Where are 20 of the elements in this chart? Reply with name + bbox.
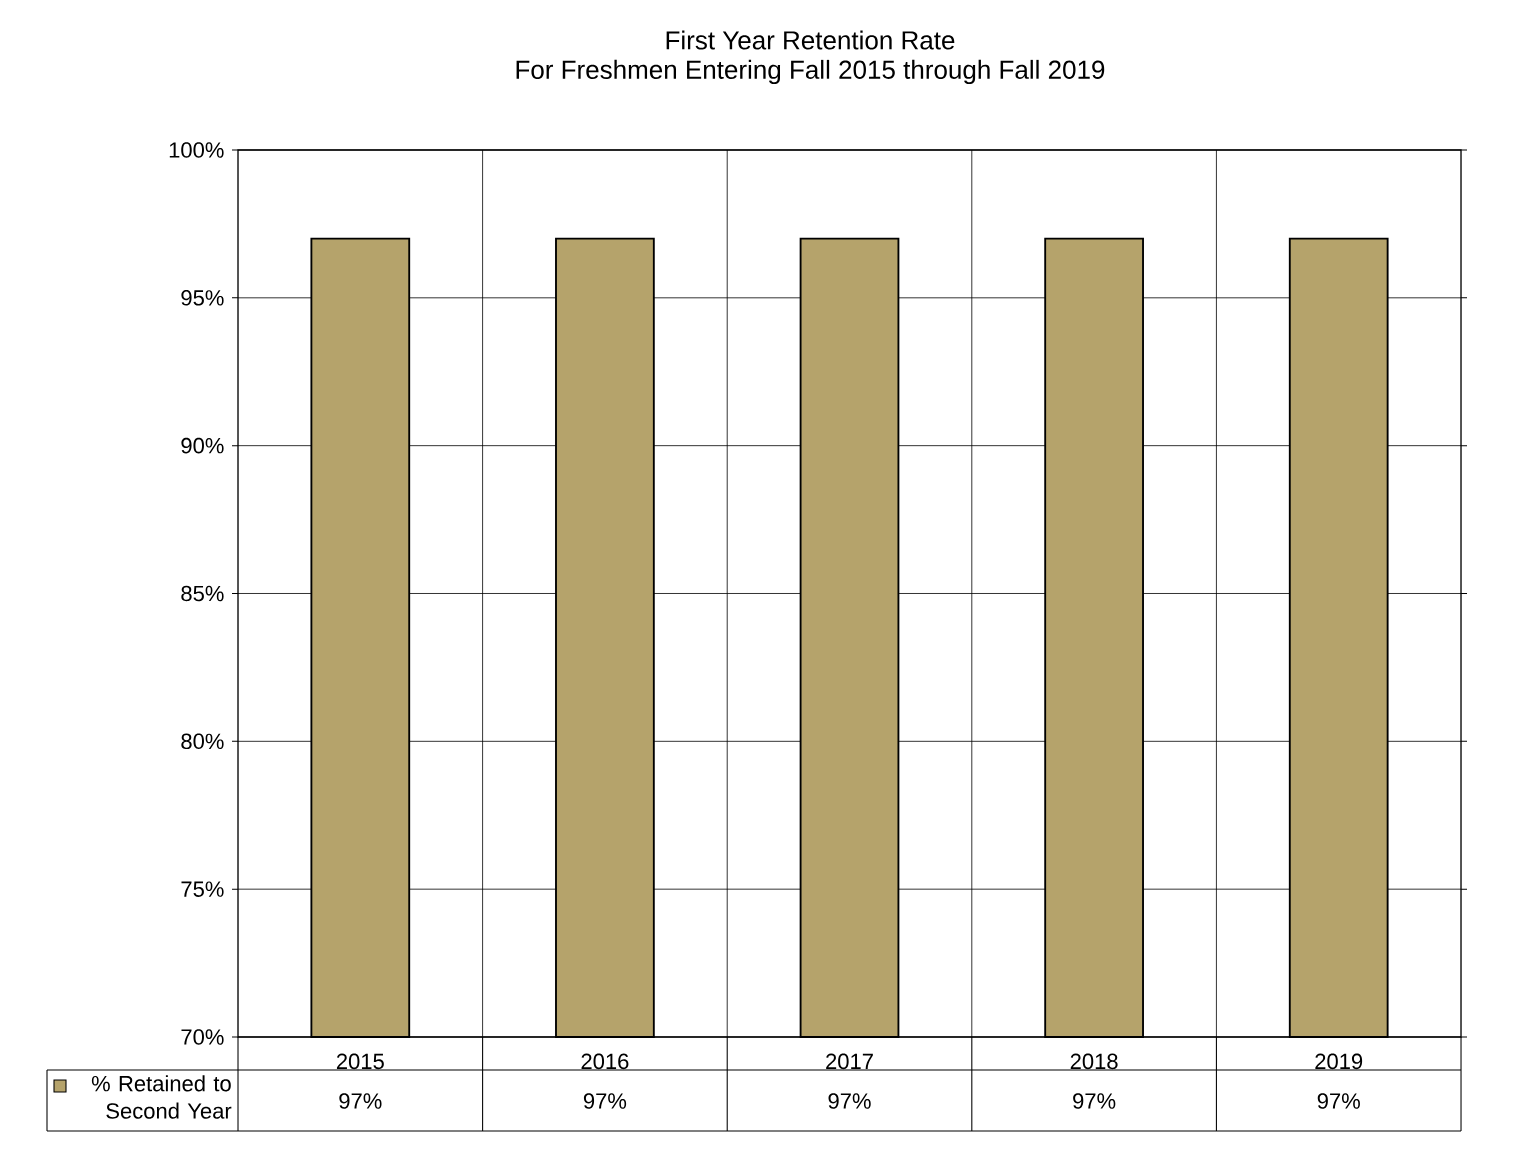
x-tick-label: 2016 (581, 1053, 629, 1070)
data-label: 97% (1073, 1093, 1116, 1109)
y-tick-label: 75% (181, 881, 224, 897)
x-tick-label: 2019 (1315, 1053, 1363, 1070)
data-label: 97% (1317, 1093, 1360, 1109)
y-tick-label: 95% (181, 290, 224, 306)
data-label: 97% (828, 1093, 871, 1109)
y-tick-label: 70% (181, 1029, 224, 1045)
y-tick-label: 100% (169, 142, 224, 158)
chart-title: First Year Retention Rate (666, 30, 955, 50)
data-label: 97% (583, 1093, 627, 1109)
x-tick-label: 2015 (336, 1053, 384, 1070)
data-label: 97% (339, 1093, 382, 1109)
y-tick-label: 85% (181, 585, 224, 602)
x-tick-label: 2017 (826, 1053, 873, 1070)
y-tick-label: 80% (181, 733, 224, 750)
legend-label: % Retained to Second Year (91, 1075, 232, 1119)
x-tick-label: 2018 (1070, 1053, 1118, 1070)
chart-subtitle: For Freshmen Entering Fall 2015 through Fall 2019 (516, 59, 1105, 85)
y-tick-label: 90% (181, 437, 224, 454)
